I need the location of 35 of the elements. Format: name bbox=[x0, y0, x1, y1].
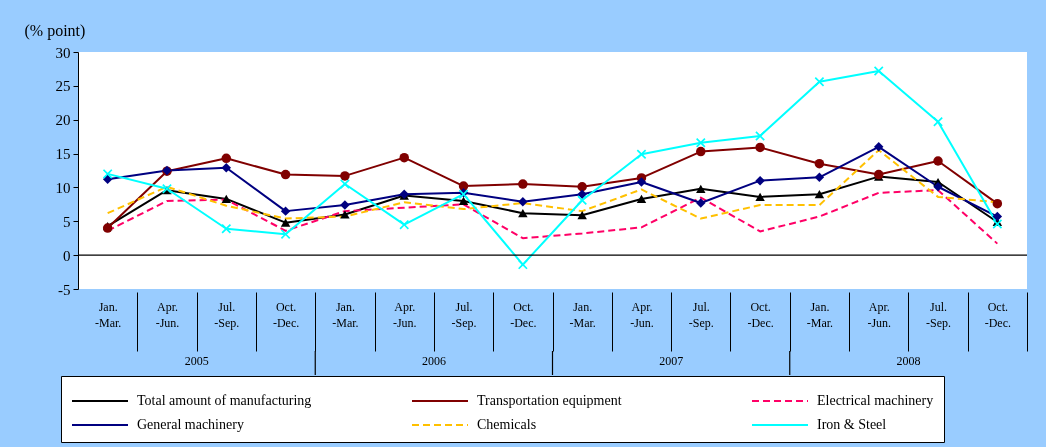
x-tick-label: Jan. -Mar. bbox=[569, 299, 596, 330]
y-tick-label: 0 bbox=[63, 247, 71, 264]
legend-label: Iron & Steel bbox=[817, 417, 887, 432]
x-tick-label: Apr. -Jun. bbox=[155, 299, 180, 330]
x-tick-label: Oct. -Dec. bbox=[272, 299, 300, 330]
y-tick-label: 30 bbox=[55, 44, 71, 61]
x-tick-label: Jul. -Sep. bbox=[451, 299, 477, 330]
x-tick-label: Apr. -Jun. bbox=[392, 299, 417, 330]
x-tick-label: Jul. -Sep. bbox=[688, 299, 714, 330]
text: 2008 bbox=[896, 354, 921, 368]
text: 2007 bbox=[659, 354, 684, 368]
y-tick-label: 5 bbox=[63, 213, 71, 230]
legend-label: General machinery bbox=[137, 417, 244, 432]
legend-label: Total amount of manufacturing bbox=[137, 393, 312, 408]
text: 2006 bbox=[421, 354, 446, 368]
y-axis-title: (% point) bbox=[24, 21, 86, 40]
x-tick-label: Jan. -Mar. bbox=[806, 299, 834, 330]
legend-label: Electrical machinery bbox=[817, 393, 934, 408]
y-tick-label: -5 bbox=[58, 281, 71, 298]
x-tick-label: Oct. -Dec. bbox=[747, 299, 774, 330]
x-tick-label: Oct. -Dec. bbox=[984, 299, 1012, 330]
y-tick-label: 10 bbox=[55, 179, 71, 196]
y-tick-label: 20 bbox=[55, 112, 71, 129]
legend-label: Transportation equipment bbox=[477, 393, 622, 408]
text: 2005 bbox=[184, 354, 209, 368]
x-tick-label: Jul. -Sep. bbox=[214, 299, 240, 330]
y-tick-label: 15 bbox=[55, 146, 71, 163]
x-tick-label: Jan. -Mar. bbox=[94, 299, 122, 330]
legend-label: Chemicals bbox=[477, 417, 537, 432]
x-tick-label: Oct. -Dec. bbox=[510, 299, 537, 330]
y-tick-label: 25 bbox=[55, 78, 71, 95]
x-tick-label: Jan. -Mar. bbox=[332, 299, 359, 330]
x-tick-label: Apr. -Jun. bbox=[867, 299, 892, 330]
x-tick-label: Jul. -Sep. bbox=[926, 299, 952, 330]
x-tick-label: Apr. -Jun. bbox=[630, 299, 654, 330]
